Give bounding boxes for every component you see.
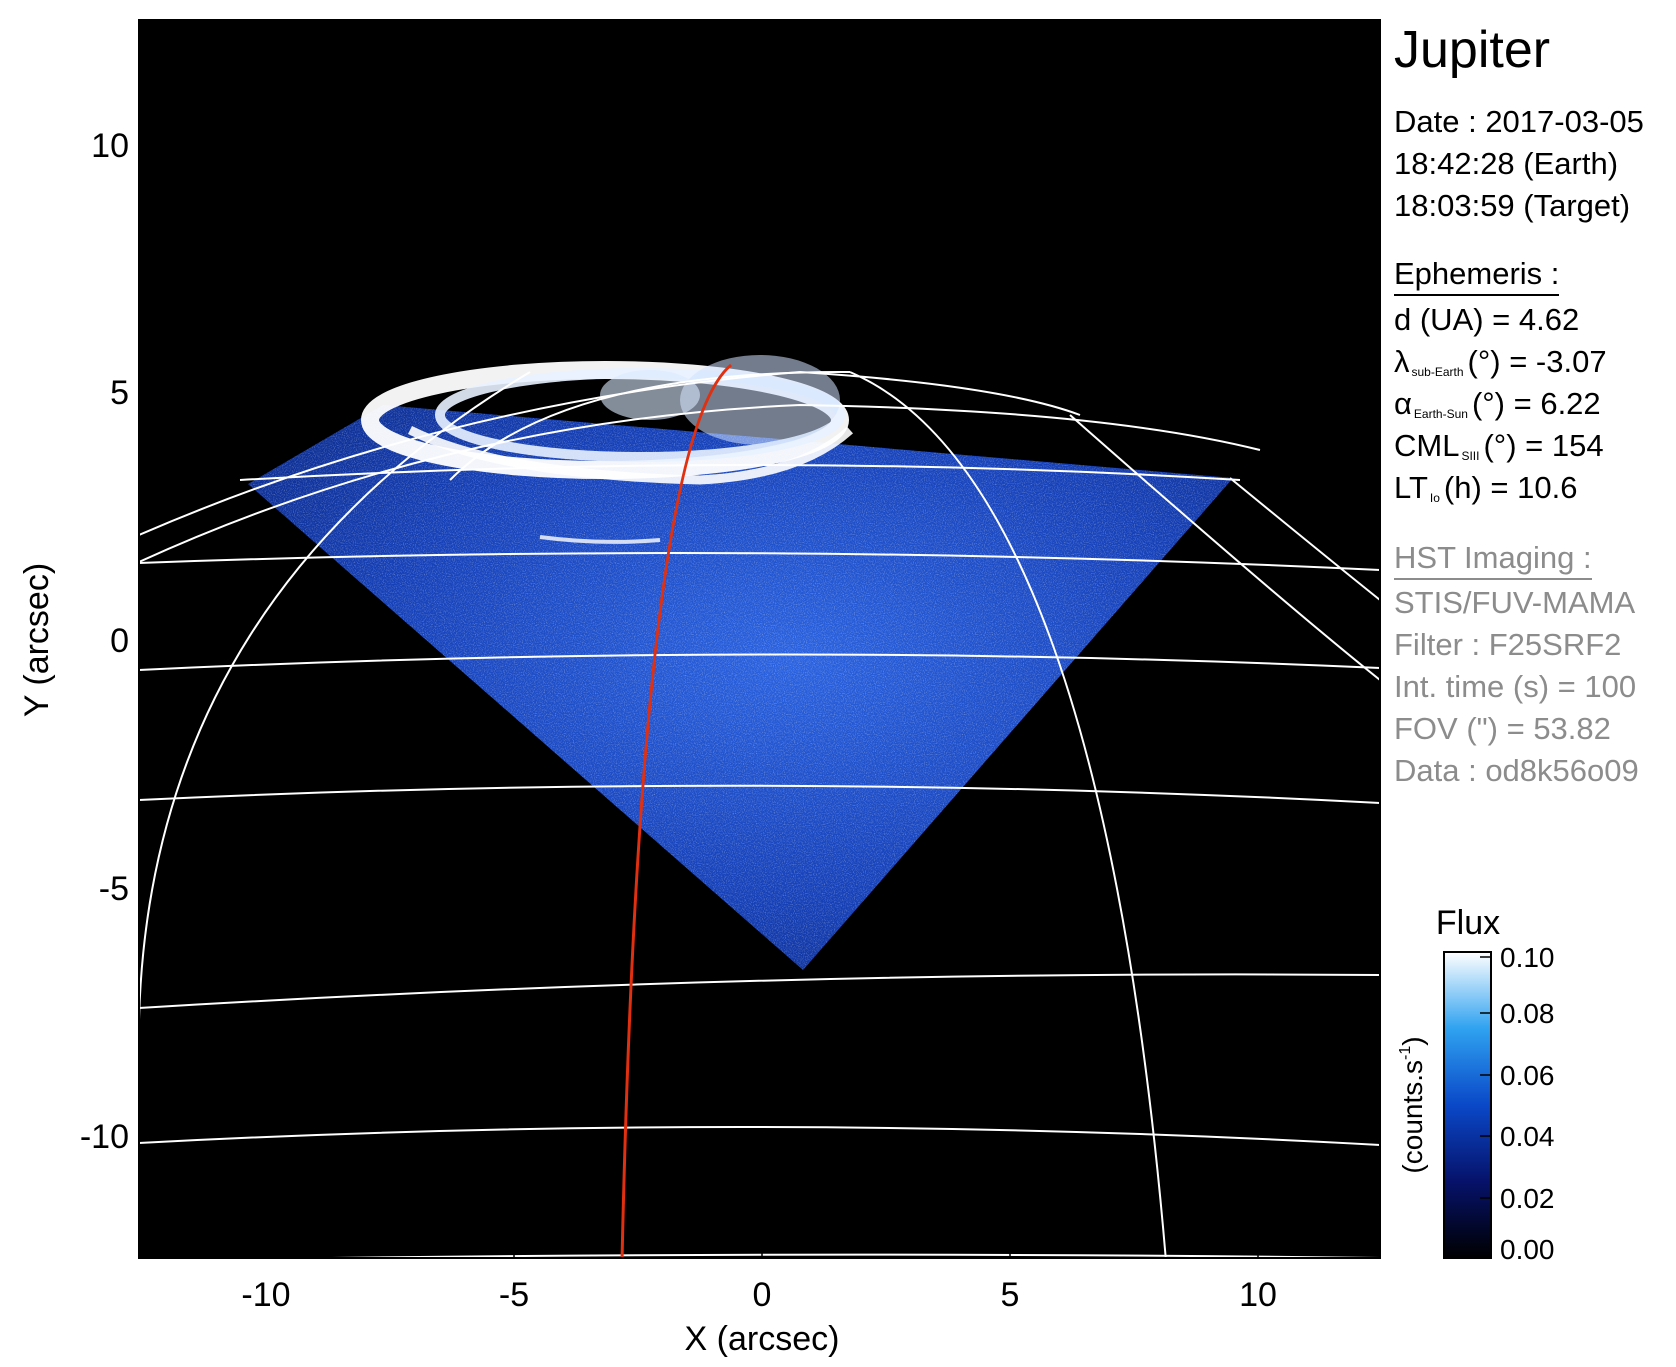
hst-filter: Filter : F25SRF2 — [1394, 627, 1622, 662]
y-tick-label: 10 — [91, 127, 129, 165]
y-tick-label: 0 — [110, 622, 129, 660]
colorbar-unit-text: (counts.s — [1397, 1060, 1428, 1174]
x-tick-label: 10 — [1239, 1276, 1277, 1314]
y-tick-label: 5 — [110, 374, 129, 412]
alpha-value: (°) = 6.22 — [1471, 386, 1601, 421]
io-footprint-track — [620, 363, 732, 1258]
x-axis-ticks — [265, 1246, 1259, 1258]
hst-heading: HST Imaging : — [1394, 540, 1592, 580]
ephemeris-sub-earth-lat: λ sub-Earth (°) = -3.07 — [1394, 344, 1607, 390]
lt-sub: Io — [1429, 491, 1440, 505]
obs-target-time: 18:03:59 (Target) — [1394, 188, 1631, 223]
colorbar-tick: 0.04 — [1500, 1121, 1555, 1152]
y-axis-label: Y (arcsec) — [18, 563, 56, 717]
colorbar-tick: 0.02 — [1500, 1183, 1555, 1214]
colorbar-tick: 0.08 — [1500, 998, 1555, 1029]
longitude-grid — [139, 370, 1380, 1258]
hst-fov: FOV (") = 53.82 — [1394, 711, 1611, 746]
colorbar-unit: (counts.s-1) — [1397, 1036, 1428, 1173]
colorbar-title: Flux — [1436, 904, 1500, 942]
lt-symbol: LT — [1394, 470, 1428, 505]
colorbar-tick: 0.06 — [1500, 1060, 1555, 1091]
ephemeris-cml: CML SIII (°) = 154 — [1394, 428, 1604, 474]
lat-value: (°) = -3.07 — [1467, 344, 1607, 379]
x-axis-label: X (arcsec) — [685, 1320, 840, 1358]
colorbar-unit-close: ) — [1397, 1036, 1428, 1045]
obs-date: Date : 2017-03-05 — [1394, 104, 1644, 139]
ephemeris-phase-angle: α Earth-Sun (°) = 6.22 — [1394, 386, 1601, 432]
x-tick-label: 0 — [753, 1276, 772, 1314]
x-tick-label: -5 — [499, 1276, 529, 1314]
colorbar-tick: 0.00 — [1500, 1234, 1555, 1265]
y-tick-label: -5 — [99, 870, 129, 908]
hst-data-id: Data : od8k56o09 — [1394, 753, 1639, 788]
colorbar-tick: 0.10 — [1500, 942, 1555, 973]
alpha-sub: Earth-Sun — [1413, 407, 1468, 421]
x-tick-label: 5 — [1001, 1276, 1020, 1314]
hst-instrument: STIS/FUV-MAMA — [1394, 585, 1636, 620]
hst-int-time: Int. time (s) = 100 — [1394, 669, 1637, 704]
ephemeris-local-time: LT Io (h) = 10.6 — [1394, 470, 1577, 516]
colorbar-unit-exp: -1 — [1397, 1046, 1414, 1060]
obs-earth-time: 18:42:28 (Earth) — [1394, 146, 1619, 181]
ephemeris-distance: d (UA) = 4.62 — [1394, 302, 1580, 337]
cml-value: (°) = 154 — [1483, 428, 1604, 463]
colorbar — [1443, 951, 1492, 1259]
lat-sub: sub-Earth — [1411, 365, 1464, 379]
planet-title: Jupiter — [1394, 21, 1551, 79]
lat-symbol: λ — [1394, 344, 1410, 379]
y-axis-ticks — [139, 144, 151, 1137]
y-tick-label: -10 — [80, 1118, 129, 1156]
cml-symbol: CML — [1394, 428, 1460, 463]
alpha-symbol: α — [1394, 386, 1412, 421]
lt-value: (h) = 10.6 — [1443, 470, 1578, 505]
x-tick-label: -10 — [241, 1276, 290, 1314]
ephemeris-heading: Ephemeris : — [1394, 256, 1560, 296]
cml-sub: SIII — [1461, 449, 1480, 463]
